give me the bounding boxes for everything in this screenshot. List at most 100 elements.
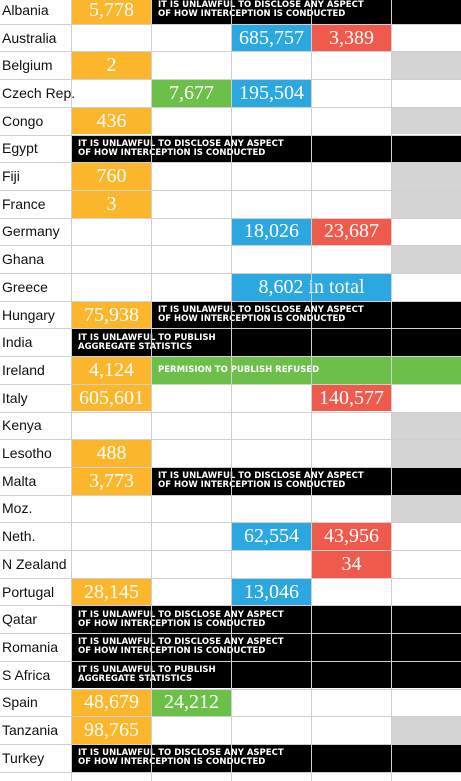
country-label: Belgium: [2, 57, 53, 74]
row-divider: [0, 245, 461, 247]
unlawful-note: IT IS UNLAWFUL TO DISCLOSE ANY ASPECT OF…: [152, 301, 461, 329]
value-cell: 24,212: [152, 689, 231, 717]
country-label: Ireland: [2, 361, 45, 378]
unlawful-note: IT IS UNLAWFUL TO DISCLOSE ANY ASPECT OF…: [152, 0, 461, 24]
grey-cell: [392, 190, 461, 218]
unlawful-note: IT IS UNLAWFUL TO DISCLOSE ANY ASPECT OF…: [72, 135, 461, 163]
refusal-note: PERMISION TO PUBLISH REFUSED: [152, 357, 461, 384]
row-divider: [0, 134, 461, 136]
row-divider: [0, 300, 461, 302]
country-label: Germany: [2, 223, 60, 240]
row-divider: [0, 189, 461, 191]
value-cell: 18,026: [232, 218, 311, 246]
unlawful-note: IT IS UNLAWFUL TO DISCLOSE ANY ASPECT OF…: [72, 606, 461, 634]
country-label: Greece: [2, 278, 48, 295]
unlawful-note: IT IS UNLAWFUL TO DISCLOSE ANY ASPECT OF…: [152, 467, 461, 495]
value-cell: 436: [72, 107, 151, 135]
row-divider: [0, 633, 461, 635]
row-divider: [0, 605, 461, 607]
value-cell: 3,389: [312, 24, 391, 52]
country-label: S Africa: [2, 666, 51, 683]
row-divider: [0, 411, 461, 413]
country-label: Czech Rep.: [2, 84, 76, 101]
country-label: Spain: [2, 694, 38, 711]
row-divider: [0, 79, 461, 81]
unlawful-note: IT IS UNLAWFUL TO PUBLISH AGGREGATE STAT…: [72, 329, 461, 357]
country-label: Malta: [2, 472, 37, 489]
country-label: Kenya: [2, 417, 42, 434]
row-divider: [0, 466, 461, 468]
value-cell: 195,504: [232, 80, 311, 107]
grey-cell: [392, 717, 461, 744]
value-cell: 3,773: [72, 467, 151, 495]
value-cell: 2: [72, 52, 151, 80]
row-divider: [0, 771, 461, 773]
value-cell: 23,687: [312, 218, 391, 246]
country-label: Portugal: [2, 583, 55, 600]
unlawful-note: IT IS UNLAWFUL TO PUBLISH AGGREGATE STAT…: [72, 661, 461, 689]
column-divider: [231, 0, 232, 781]
value-cell: 760: [72, 163, 151, 190]
row-divider: [0, 217, 461, 219]
row-divider: [0, 439, 461, 441]
country-label: N Zealand: [2, 555, 67, 572]
country-label: Neth.: [2, 528, 36, 545]
country-label: Tanzania: [2, 722, 59, 739]
row-divider: [0, 522, 461, 524]
country-label: Qatar: [2, 611, 38, 628]
unlawful-note: IT IS UNLAWFUL TO DISCLOSE ANY ASPECT OF…: [72, 634, 461, 661]
country-label: Australia: [2, 29, 57, 46]
value-cell: 140,577: [312, 384, 391, 412]
country-label: Ghana: [2, 251, 45, 268]
column-divider: [151, 0, 152, 781]
country-label: Turkey: [2, 749, 45, 766]
value-cell: 3: [72, 190, 151, 218]
value-cell: 5,778: [72, 0, 151, 24]
grey-cell: [392, 163, 461, 190]
row-divider: [0, 494, 461, 496]
country-label: Egypt: [2, 140, 38, 157]
country-label: Italy: [2, 389, 28, 406]
country-label: Lesotho: [2, 445, 52, 462]
country-label: Congo: [2, 112, 44, 129]
value-cell: 75,938: [72, 301, 151, 329]
row-divider: [0, 106, 461, 108]
column-divider: [71, 0, 72, 781]
country-label: Romania: [2, 638, 59, 655]
country-label: India: [2, 334, 33, 351]
value-cell: 685,757: [232, 24, 311, 52]
row-divider: [0, 660, 461, 662]
row-divider: [0, 383, 461, 385]
value-cell: 28,145: [72, 578, 151, 606]
country-label: France: [2, 195, 46, 212]
grey-cell: [392, 412, 461, 440]
value-cell: 605,601: [72, 384, 151, 412]
row-divider: [0, 51, 461, 53]
row-divider: [0, 273, 461, 274]
value-cell: 7,677: [152, 80, 231, 107]
value-cell: 43,956: [312, 523, 391, 550]
column-divider: [391, 0, 392, 781]
row-divider: [0, 743, 461, 745]
value-cell: 34: [312, 551, 391, 578]
value-cell: 4,124: [72, 357, 151, 384]
country-label: Fiji: [2, 168, 20, 185]
row-divider: [0, 162, 461, 164]
value-cell: 98,765: [72, 717, 151, 744]
row-divider: [0, 550, 461, 551]
country-label: Albania: [2, 1, 49, 18]
grey-cell: [392, 246, 461, 273]
column-divider: [311, 0, 312, 781]
row-divider: [0, 716, 461, 718]
value-cell: 48,679: [72, 689, 151, 717]
grey-cell: [392, 440, 461, 467]
grey-cell: [392, 52, 461, 80]
row-divider: [0, 688, 461, 690]
value-cell: 62,554: [232, 523, 311, 550]
row-divider: [0, 356, 461, 358]
row-divider: [0, 23, 461, 25]
country-label: Moz.: [2, 500, 33, 517]
grey-cell: [392, 495, 461, 523]
country-label: Hungary: [2, 306, 55, 323]
